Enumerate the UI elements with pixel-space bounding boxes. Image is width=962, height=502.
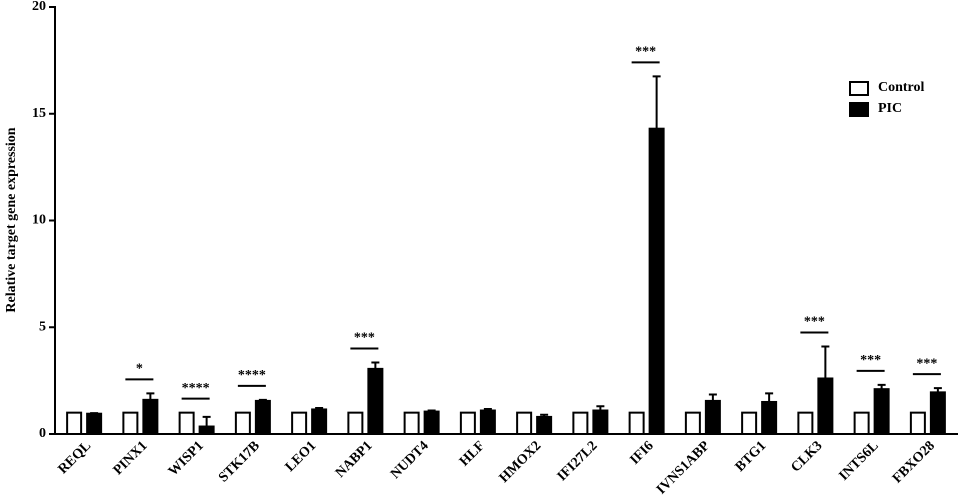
error-bar xyxy=(933,387,942,393)
y-axis-label: Relative target gene expression xyxy=(4,127,19,312)
bar xyxy=(572,411,589,435)
x-tick-label: INTS6L xyxy=(836,438,881,483)
x-tick-label: HLF xyxy=(457,438,488,469)
x-tick-label: NUDT4 xyxy=(388,438,432,482)
bar xyxy=(761,400,778,436)
x-tick-label: STK17B xyxy=(216,438,263,485)
bar xyxy=(423,410,440,435)
significance-label: *** xyxy=(916,356,937,371)
significance-label: *** xyxy=(860,353,881,368)
bar xyxy=(459,411,476,435)
bar xyxy=(536,415,553,436)
legend-swatch xyxy=(849,81,869,96)
error-bar xyxy=(765,392,774,402)
x-tick-label: REQL xyxy=(56,438,95,477)
x-tick-label: IFI6 xyxy=(627,438,656,467)
significance-label: *** xyxy=(804,315,825,330)
bar xyxy=(234,411,251,435)
error-bar xyxy=(821,345,830,379)
bar xyxy=(684,411,701,435)
y-tick-label: 15 xyxy=(32,106,46,121)
error-bar xyxy=(371,361,380,369)
bar xyxy=(403,411,420,435)
error-bar xyxy=(708,393,717,401)
bar xyxy=(929,391,946,435)
legend-label: Control xyxy=(878,80,925,95)
x-tick-label: CLK3 xyxy=(788,438,825,475)
bar xyxy=(628,411,645,435)
legend-label: PIC xyxy=(878,101,902,116)
bar xyxy=(592,409,609,436)
significance-label: *** xyxy=(635,45,656,60)
bar xyxy=(254,399,271,435)
significance-label: **** xyxy=(182,381,210,396)
bar xyxy=(86,412,103,435)
bar xyxy=(909,411,926,435)
x-tick-label: IFI27L2 xyxy=(555,438,601,484)
bar xyxy=(741,411,758,435)
bar xyxy=(347,411,364,435)
y-tick-label: 5 xyxy=(39,319,46,334)
error-bar xyxy=(90,412,99,415)
x-tick-label: HMOX2 xyxy=(497,438,544,485)
bar xyxy=(198,425,215,435)
bar xyxy=(873,388,890,436)
error-bar xyxy=(652,75,661,129)
legend-swatch xyxy=(849,102,869,117)
x-tick-label: NABP1 xyxy=(333,438,376,481)
bar xyxy=(66,411,83,435)
bar xyxy=(142,398,159,435)
error-bar xyxy=(427,409,436,412)
bar xyxy=(291,411,308,435)
bar xyxy=(648,127,665,435)
error-bar xyxy=(202,415,211,427)
bar xyxy=(178,411,195,435)
bar xyxy=(367,367,384,436)
significance-label: *** xyxy=(354,331,375,346)
y-tick-label: 20 xyxy=(32,0,46,14)
error-bar xyxy=(146,392,155,400)
y-tick-label: 0 xyxy=(39,426,46,441)
y-tick-label: 10 xyxy=(32,213,46,228)
x-tick-label: WISP1 xyxy=(166,438,207,479)
bar xyxy=(311,408,328,436)
significance-label: **** xyxy=(238,368,266,383)
bar xyxy=(122,411,139,435)
error-bar xyxy=(596,405,605,411)
error-bar xyxy=(877,383,886,390)
x-tick-label: FBXO28 xyxy=(890,438,938,486)
error-bar xyxy=(483,408,492,411)
bar xyxy=(817,377,834,435)
bar xyxy=(797,411,814,435)
x-tick-label: LEO1 xyxy=(283,438,319,474)
error-bar xyxy=(258,398,267,401)
bar xyxy=(479,409,496,436)
x-tick-label: BTG1 xyxy=(733,438,769,474)
error-bar xyxy=(315,406,324,410)
significance-label: * xyxy=(136,362,143,377)
x-tick-label: IVNS1ABP xyxy=(654,438,713,497)
bar xyxy=(704,399,721,435)
x-tick-label: PINX1 xyxy=(111,438,151,478)
error-bar xyxy=(540,413,549,417)
bar xyxy=(853,411,870,435)
bar xyxy=(516,411,533,435)
